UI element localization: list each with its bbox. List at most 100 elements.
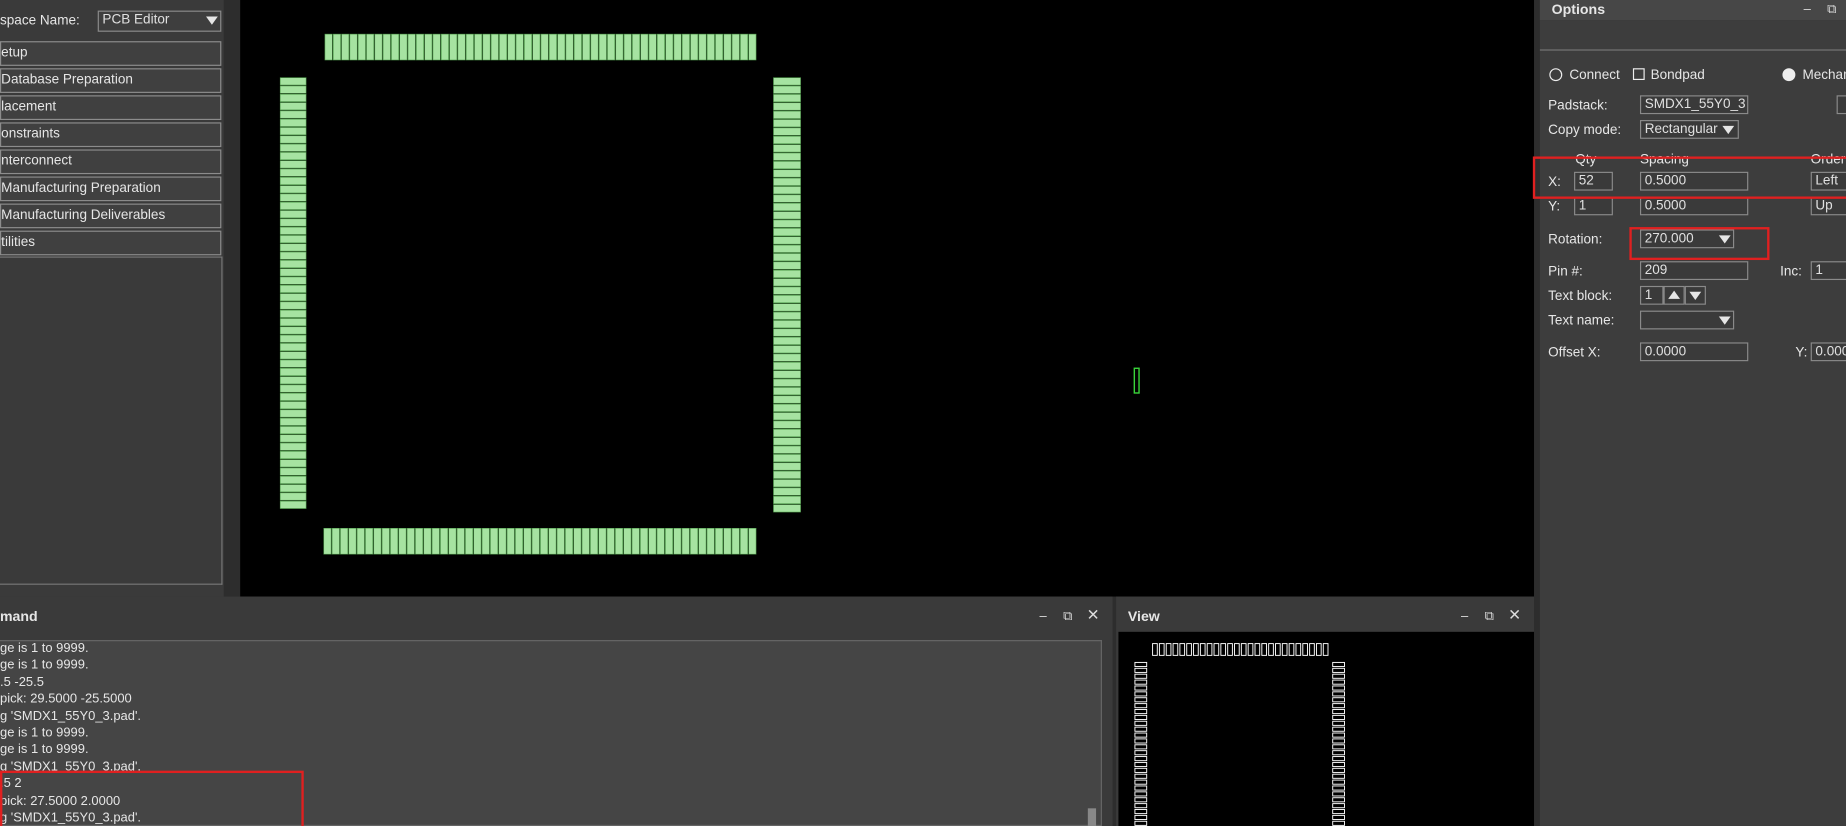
spacing-input[interactable]: 0.5000 <box>1639 171 1749 191</box>
menu-item[interactable]: Manufacturing Preparation <box>0 176 222 202</box>
field-label: Rotation: <box>1548 232 1603 248</box>
mini-pad <box>1302 643 1308 656</box>
pad <box>773 378 801 387</box>
view-canvas[interactable] <box>1118 631 1535 826</box>
inc-input[interactable]: 1 <box>1810 261 1846 281</box>
order-dropdown[interactable]: Left <box>1810 171 1846 191</box>
pad <box>279 243 307 252</box>
pad <box>773 228 801 237</box>
float-button[interactable]: ⧉ <box>1827 2 1837 17</box>
offset-y-input[interactable]: 0.0000 <box>1810 342 1846 362</box>
radio-button[interactable] <box>1782 68 1796 82</box>
separator <box>1539 49 1846 51</box>
pad <box>548 33 557 61</box>
mini-pad <box>1332 785 1345 791</box>
pad <box>279 210 307 219</box>
pad <box>279 235 307 244</box>
padstack-input[interactable]: SMDX1_55Y0_3 <box>1639 95 1749 115</box>
minimize-button[interactable]: – <box>1803 2 1811 17</box>
text-block-input[interactable]: 1 <box>1639 285 1664 305</box>
mini-pad <box>1332 797 1345 803</box>
checkbox[interactable] <box>1632 68 1645 81</box>
pad <box>490 33 499 61</box>
pad <box>341 33 350 61</box>
mini-pad <box>1332 779 1345 785</box>
scrollbar-thumb[interactable] <box>1087 808 1097 826</box>
menu-frame <box>0 256 223 585</box>
pad <box>773 336 801 345</box>
menu-item[interactable]: Database Preparation <box>0 68 222 93</box>
command-line: ge is 1 to 9999. <box>0 658 89 673</box>
mini-pad <box>1134 673 1148 679</box>
menu-item[interactable]: tilities <box>0 230 222 256</box>
spacing-input[interactable]: 0.5000 <box>1639 196 1749 216</box>
highlight-box <box>1629 227 1770 261</box>
mini-pad <box>1134 697 1148 703</box>
command-line: .5 2 <box>0 776 22 791</box>
pad <box>773 144 801 153</box>
pad <box>773 85 801 94</box>
pad <box>773 345 801 354</box>
close-button[interactable]: ✕ <box>1508 605 1521 624</box>
menu-item[interactable]: etup <box>0 41 222 66</box>
menu-item[interactable]: onstraints <box>0 122 222 148</box>
offset-x-input[interactable]: 0.0000 <box>1639 342 1749 362</box>
browse-button[interactable] <box>1836 95 1846 115</box>
pad <box>340 527 349 555</box>
text-name-dropdown[interactable] <box>1639 310 1735 330</box>
mini-pad <box>1134 779 1148 785</box>
mini-pad <box>1332 756 1345 762</box>
pad <box>773 177 801 186</box>
rotation-dropdown[interactable]: 270.000 <box>1639 229 1735 249</box>
qty-input[interactable]: 1 <box>1574 196 1613 216</box>
pad <box>773 135 801 144</box>
pad <box>279 284 307 293</box>
mini-pad <box>1275 643 1281 656</box>
menu-item[interactable]: nterconnect <box>0 149 222 175</box>
float-button[interactable]: ⧉ <box>1484 609 1494 624</box>
pad <box>279 318 307 327</box>
menu-item[interactable]: lacement <box>0 95 222 121</box>
workspace-dropdown[interactable]: PCB Editor <box>97 10 222 32</box>
qty-input[interactable]: 52 <box>1574 171 1613 191</box>
pad <box>565 33 574 61</box>
mini-pad <box>1332 726 1345 732</box>
mini-pad <box>1134 750 1148 756</box>
pad <box>773 211 801 220</box>
close-button[interactable]: ✕ <box>1086 605 1100 624</box>
mini-pad <box>1281 643 1288 656</box>
pad <box>740 527 749 555</box>
dropdown-arrow <box>1718 235 1731 244</box>
pad <box>773 202 801 211</box>
pad <box>607 33 616 61</box>
mini-pad <box>1332 750 1345 756</box>
mini-pad <box>1134 685 1148 691</box>
pad <box>279 152 307 161</box>
mini-pad <box>1332 761 1345 768</box>
pad <box>515 527 524 555</box>
pad <box>773 110 801 119</box>
pad <box>279 160 307 169</box>
minimize-button[interactable]: – <box>1461 609 1469 624</box>
minimize-button[interactable]: – <box>1039 609 1047 624</box>
pad <box>723 33 732 61</box>
pad <box>582 33 591 61</box>
order-dropdown[interactable]: Up <box>1810 196 1846 216</box>
float-button[interactable]: ⧉ <box>1063 609 1073 624</box>
copy-mode-dropdown[interactable]: Rectangular <box>1639 120 1739 139</box>
design-canvas[interactable] <box>240 0 1535 597</box>
pad <box>373 527 382 555</box>
pin-input[interactable]: 209 <box>1639 261 1749 281</box>
options-title: Options <box>1551 1 1606 18</box>
mini-pad <box>1134 709 1148 715</box>
mini-pad <box>1165 643 1172 656</box>
pad <box>279 334 307 343</box>
pad <box>507 33 516 61</box>
menu-item[interactable]: Manufacturing Deliverables <box>0 203 222 229</box>
mini-pad <box>1234 643 1240 656</box>
radio-button[interactable] <box>1549 68 1563 82</box>
pad <box>706 527 715 555</box>
mini-pad <box>1332 667 1345 673</box>
pad <box>773 353 801 362</box>
pad <box>482 33 491 61</box>
